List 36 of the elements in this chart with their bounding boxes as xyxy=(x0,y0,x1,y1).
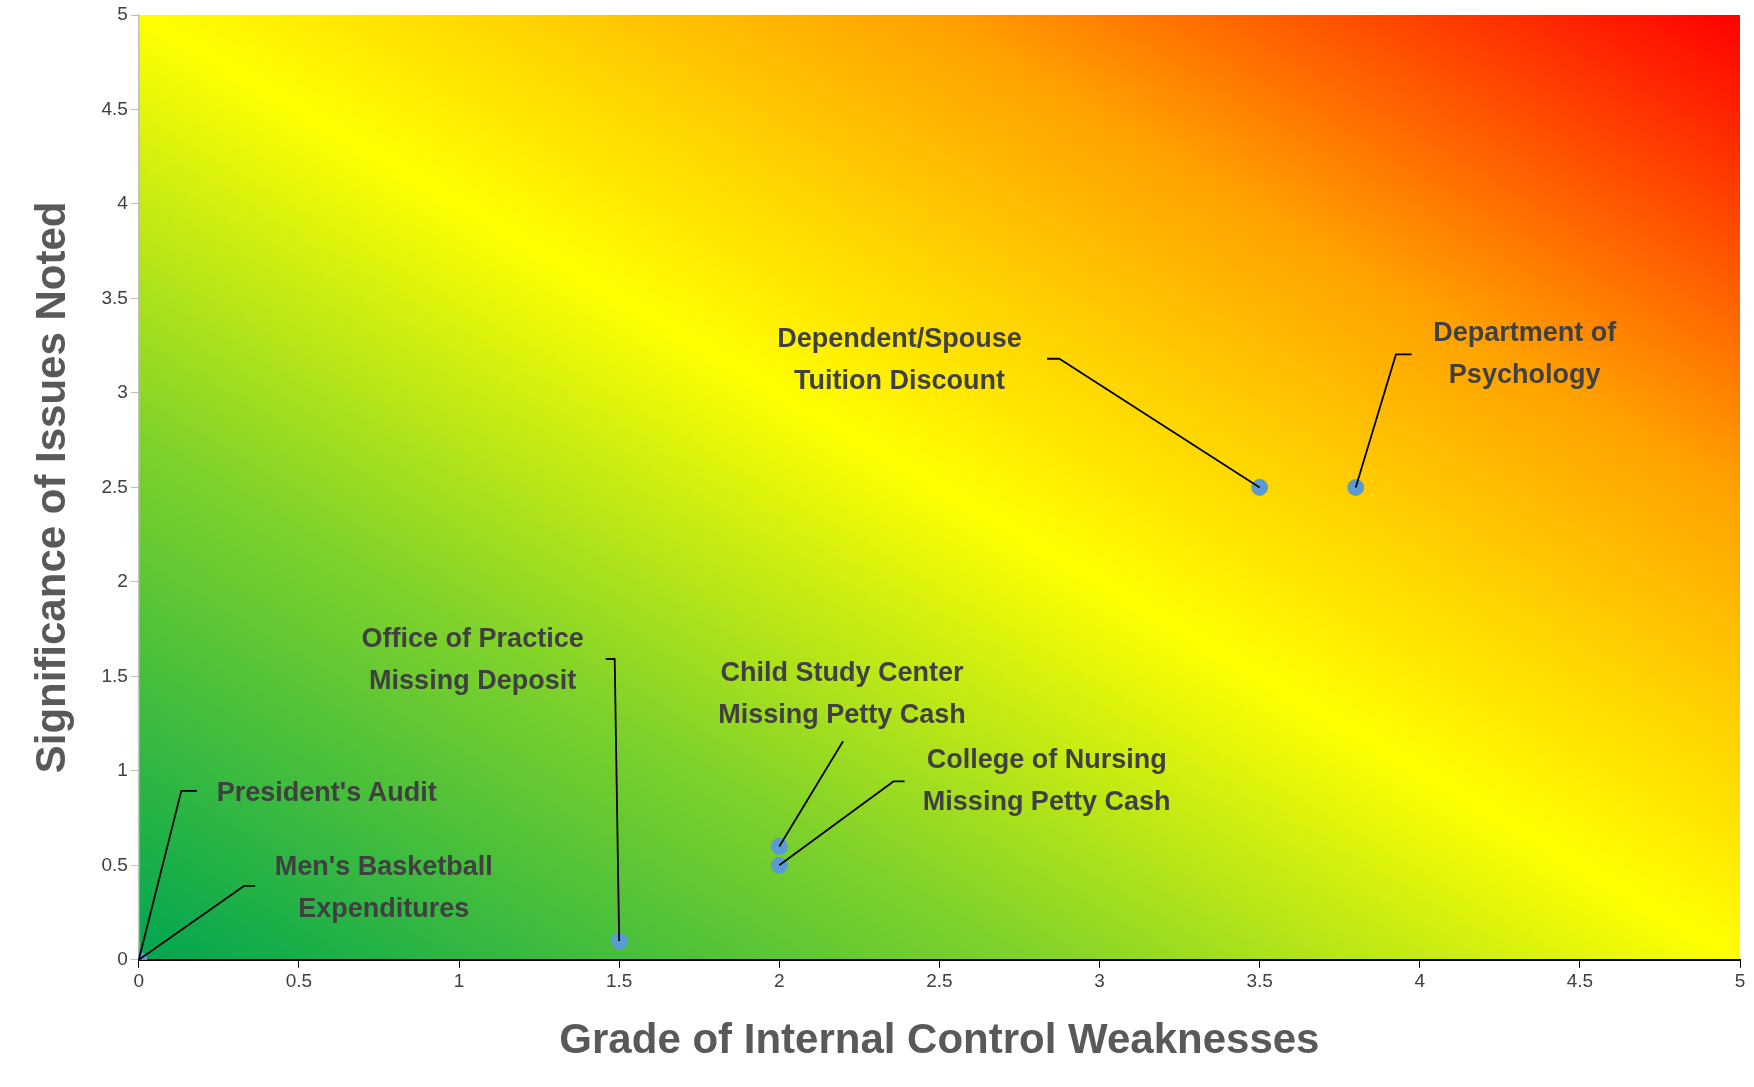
y-axis-title: Significance of Issues Noted xyxy=(26,201,74,774)
x-tick-label: 3 xyxy=(1094,970,1105,992)
point xyxy=(1251,478,1269,496)
y-tick-label: 0.5 xyxy=(101,853,128,875)
annotation: College of Nursing Missing Petty Cash xyxy=(922,743,1171,816)
x-tick-label: 2.5 xyxy=(926,970,953,992)
x-tick-label: 0 xyxy=(133,970,145,992)
y-tick-label: 2 xyxy=(117,570,128,592)
x-tick-label: 4.5 xyxy=(1566,970,1594,992)
x-axis-title: Grade of Internal Control Weaknesses xyxy=(559,1015,1320,1063)
y-tick-label: 4 xyxy=(117,192,129,214)
point xyxy=(610,932,628,950)
annotation: Dependent/Spouse Tuition Discount xyxy=(777,323,1022,396)
x-tick-label: 1.5 xyxy=(605,970,633,992)
x-tick-label: 1 xyxy=(453,970,465,992)
annotation: Department of Psychology xyxy=(1433,316,1618,389)
y-tick-label: 1.5 xyxy=(101,664,128,686)
y-tick-label: 3 xyxy=(117,381,128,403)
y-tick-label: 0 xyxy=(117,948,128,970)
point xyxy=(1347,478,1365,496)
y-tick-label: 1 xyxy=(117,759,128,781)
x-tick-label: 4 xyxy=(1414,970,1426,992)
y-tick-label: 5 xyxy=(117,3,128,25)
annotation: Office of Practice Missing Deposit xyxy=(361,622,584,695)
y-tick-label: 4.5 xyxy=(101,97,128,119)
y-tick-label: 2.5 xyxy=(101,475,128,497)
point xyxy=(770,837,788,855)
point xyxy=(770,856,788,874)
annotation: Child Study Center Missing Petty Cash xyxy=(718,656,966,729)
x-tick-label: 2 xyxy=(774,970,785,992)
y-tick-label: 3.5 xyxy=(101,286,128,308)
annotation: President's Audit xyxy=(216,776,437,807)
annotation: Men's Basketball Expenditures xyxy=(274,850,493,923)
x-tick-label: 3.5 xyxy=(1246,970,1273,992)
x-tick-label: 5 xyxy=(1734,970,1746,992)
x-tick-label: 0.5 xyxy=(285,970,313,992)
